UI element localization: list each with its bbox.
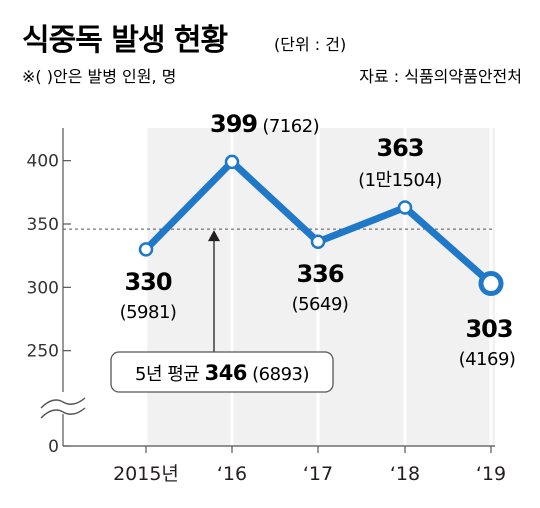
data-label-value: 303 — [465, 315, 512, 343]
chart-title: 식중독 발생 현황 — [22, 23, 227, 58]
y-tick-label: 0 — [48, 437, 59, 457]
average-label: 5년 평균 346 (6893) — [135, 361, 309, 385]
plot-background — [146, 128, 495, 446]
y-tick-label: 350 — [27, 215, 59, 235]
data-label-sub: (5981) — [120, 302, 177, 323]
data-point — [478, 271, 504, 297]
data-label-value: 399 — [210, 110, 257, 138]
source-label: 자료 : 식품의약품안전처 — [359, 67, 522, 86]
data-series — [138, 154, 504, 297]
data-label-sub: (4169) — [459, 349, 516, 370]
data-label-sub: (5649) — [292, 294, 349, 315]
average-label-box — [110, 351, 334, 393]
data-point — [138, 242, 154, 257]
x-tick-label: ‘16 — [217, 463, 247, 485]
data-label: 399 (7162) — [210, 110, 319, 138]
x-tick-label: 2015년 — [113, 463, 179, 485]
data-label-value: 336 — [296, 260, 343, 288]
y-tick-label: 250 — [27, 342, 59, 362]
average-arrowhead — [208, 230, 220, 242]
x-axis: 2015년 ‘16 ‘17 ‘18 ‘19 — [113, 463, 506, 485]
data-label-sub: (7162) — [257, 116, 319, 137]
data-label-sub: (1만1504) — [358, 170, 442, 191]
data-point — [310, 234, 326, 249]
x-tick-label: ‘19 — [476, 463, 506, 485]
axis-break — [40, 397, 86, 419]
average-line-group: 5년 평균 346 (6893) — [63, 228, 495, 393]
average-label-sub: (6893) — [247, 364, 309, 385]
average-label-value: 346 — [205, 361, 247, 385]
data-labels: 330 (5981) 399 (7162) 336 (5649) 363 (1만1504) 3… — [120, 110, 516, 370]
y-axis: 400 350 300 250 0 — [27, 128, 495, 457]
average-label-prefix: 5년 평균 — [135, 364, 205, 385]
data-label-value: 330 — [124, 268, 171, 296]
note-label: ※( )안은 발병 인원, 명 — [22, 67, 176, 86]
x-tick-label: ‘17 — [303, 463, 333, 485]
data-point — [397, 200, 413, 215]
y-tick-label: 300 — [27, 278, 59, 298]
y-tick-label: 400 — [27, 152, 59, 172]
x-tick-label: ‘18 — [390, 463, 420, 485]
data-point — [224, 154, 240, 170]
data-label-value: 363 — [376, 134, 423, 162]
unit-label: (단위 : 건) — [274, 35, 346, 54]
